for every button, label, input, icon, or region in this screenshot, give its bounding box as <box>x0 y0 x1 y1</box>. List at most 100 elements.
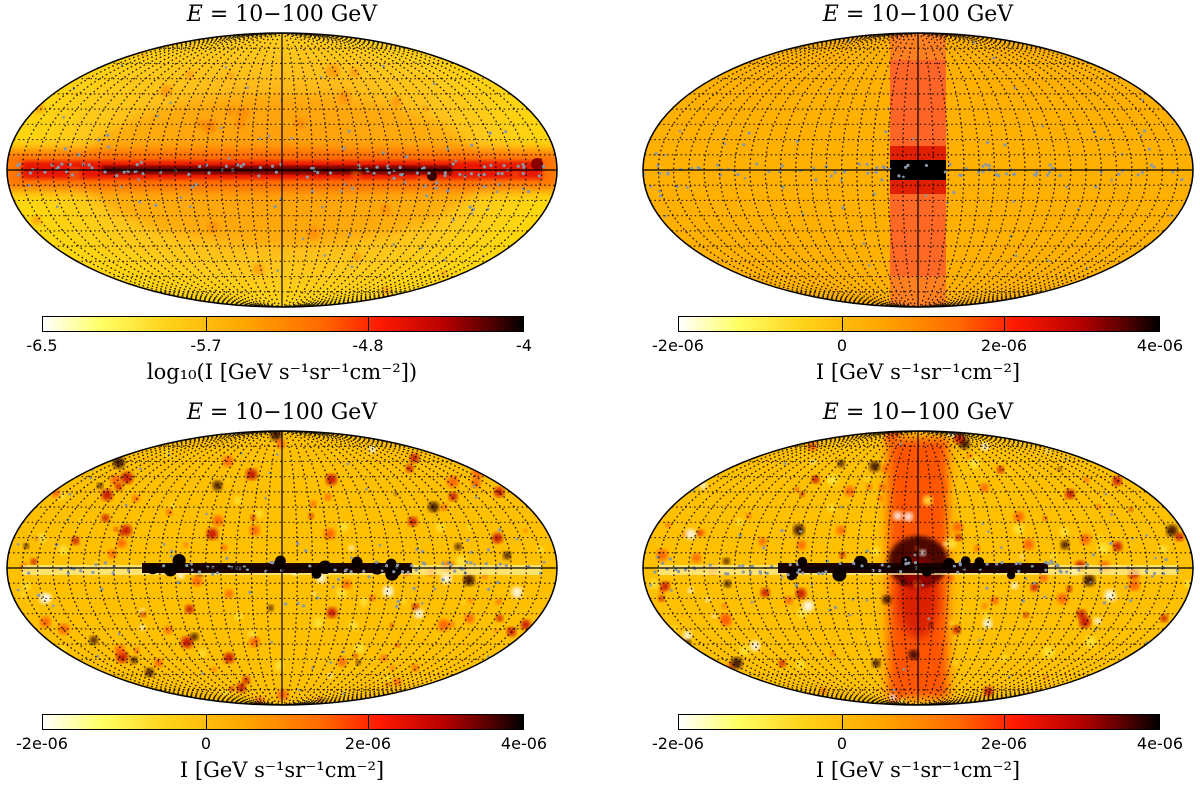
residual-blob <box>997 466 1005 474</box>
source-marker <box>690 166 694 171</box>
source-marker <box>736 173 740 177</box>
source-marker <box>985 562 989 566</box>
source-marker <box>780 528 784 533</box>
residual-source <box>832 567 847 582</box>
diffuse-blob <box>235 107 250 121</box>
residual-blob <box>455 555 467 567</box>
residual-blob <box>415 625 421 631</box>
source-marker <box>958 561 962 565</box>
source-marker <box>927 617 930 621</box>
residual-blob <box>949 620 955 626</box>
residual-blob <box>267 604 274 612</box>
source-marker <box>441 578 445 582</box>
residual-blob <box>1083 574 1096 586</box>
source-marker <box>205 512 208 516</box>
residual-blob <box>185 604 194 614</box>
source-marker <box>185 563 189 568</box>
residual-blob <box>277 689 289 701</box>
residual-blob <box>120 524 132 536</box>
source-marker <box>857 162 861 166</box>
source-marker <box>242 162 246 166</box>
source-marker <box>504 563 508 568</box>
source-marker <box>495 190 499 194</box>
residual-blob <box>1011 581 1019 590</box>
colorbar-tickmark <box>842 316 843 332</box>
source-marker <box>765 571 769 576</box>
source-marker <box>738 564 741 568</box>
source-marker <box>1149 163 1154 167</box>
residual-blob <box>448 492 458 501</box>
source-marker <box>179 196 183 199</box>
source-marker <box>342 146 346 151</box>
colorbar-tickmark <box>368 316 369 332</box>
source-marker <box>154 203 158 207</box>
source-marker <box>187 172 191 176</box>
colorbar-tickmark <box>1004 316 1005 332</box>
residual-blob <box>183 542 189 548</box>
residual-blob <box>223 652 235 664</box>
source-marker <box>339 190 343 193</box>
diffuse-blob <box>391 96 402 108</box>
residual-blob <box>324 493 332 501</box>
source-marker <box>981 170 985 174</box>
mollweide-map <box>6 32 558 308</box>
diffuse-blob <box>253 263 265 276</box>
residual-blob <box>758 537 767 546</box>
source-marker <box>824 570 828 574</box>
source-marker <box>799 529 803 533</box>
residual-blob <box>882 595 892 605</box>
colorbar-label: I [GeV s⁻¹sr⁻¹cm⁻²] <box>815 758 1021 782</box>
source-marker <box>797 567 801 572</box>
source-marker <box>365 487 368 491</box>
source-marker <box>296 541 300 546</box>
source-marker <box>742 143 746 147</box>
residual-blob <box>1079 616 1091 628</box>
panel-residual-map: E = 10−100 GeV -2e-06 0 2e-06 4e-06 I [G… <box>2 398 562 796</box>
residual-blob <box>323 528 336 540</box>
source-marker <box>284 602 288 606</box>
source-marker <box>305 175 309 179</box>
residual-blob <box>447 476 459 488</box>
residual-blob <box>101 514 110 522</box>
residual-blob <box>1083 477 1090 483</box>
source-marker <box>470 143 474 147</box>
source-marker <box>1144 569 1148 573</box>
source-marker <box>821 571 825 576</box>
residual-blob <box>665 522 671 528</box>
source-marker <box>498 562 502 566</box>
source-marker <box>258 165 262 170</box>
residual-blob <box>922 495 933 506</box>
source-marker <box>794 583 799 588</box>
colorbar-label: I [GeV s⁻¹sr⁻¹cm⁻²] <box>815 360 1021 384</box>
residual-blob <box>1059 527 1069 537</box>
source-marker <box>399 173 403 177</box>
residual-blob <box>973 545 981 552</box>
source-marker <box>801 213 805 216</box>
source-marker <box>865 549 869 553</box>
residual-blob <box>1000 654 1008 661</box>
residual-blob <box>826 477 834 485</box>
residual-blob <box>495 598 502 605</box>
map-outline <box>6 430 558 706</box>
source-marker <box>258 137 262 141</box>
colorbar-tickmark <box>206 714 207 730</box>
source-marker <box>91 570 95 575</box>
residual-blob <box>411 664 419 672</box>
residual-blob <box>1175 532 1184 541</box>
source-marker <box>16 173 21 177</box>
source-marker <box>654 152 658 156</box>
source-marker <box>176 581 180 585</box>
source-marker <box>658 171 662 175</box>
source-marker <box>504 130 508 134</box>
residual-blob <box>760 588 770 598</box>
source-marker <box>666 172 670 176</box>
source-marker <box>743 176 747 180</box>
diffuse-blob <box>440 270 448 277</box>
mollweide-map <box>642 32 1194 308</box>
source-marker <box>762 546 766 550</box>
colorbar-tick-label: -5.7 <box>190 336 222 355</box>
source-marker <box>446 189 450 193</box>
source-marker <box>1171 170 1175 174</box>
diffuse-blob <box>202 121 214 133</box>
residual-blob <box>198 649 207 658</box>
